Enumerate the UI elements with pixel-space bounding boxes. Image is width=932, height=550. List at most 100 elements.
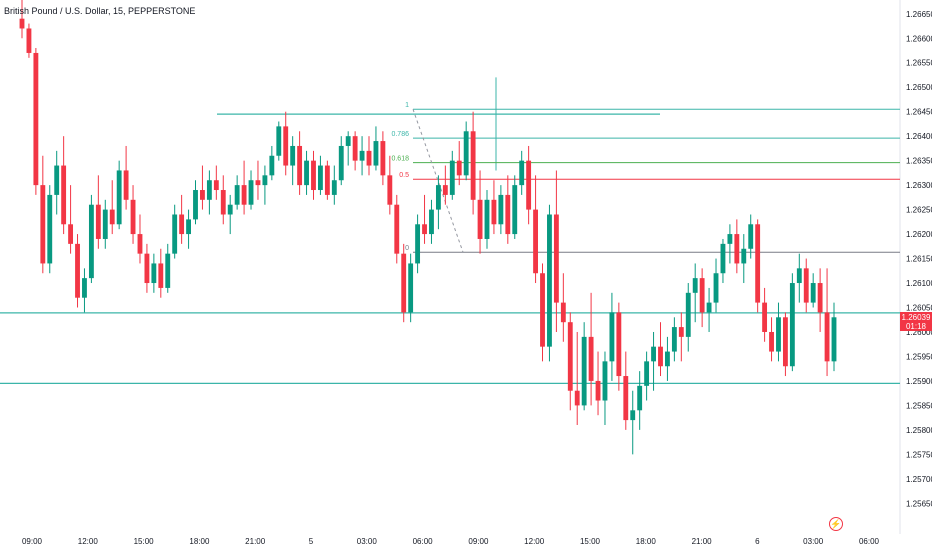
candle-body (40, 185, 46, 264)
price-axis[interactable]: 1.26650 1.26600 1.26550 1.26500 1.26450 1.264… (906, 10, 932, 509)
candle-body (26, 28, 32, 53)
candle-body (519, 160, 525, 186)
time-tick-label: 5 (309, 537, 314, 546)
time-tick-label: 21:00 (692, 537, 713, 546)
time-tick-label: 06:00 (859, 537, 880, 546)
candle-body (616, 312, 622, 377)
candle-body (130, 199, 136, 235)
candle-body (623, 376, 629, 421)
candle-body (75, 243, 80, 298)
candle-body (304, 160, 309, 186)
fib-level-label: 0.786 (391, 131, 409, 138)
price-tick-label: 1.26250 (906, 206, 932, 215)
candle-body (151, 263, 157, 284)
candle-body (47, 194, 53, 264)
fib-level-label: 0.5 (399, 172, 409, 179)
candle-body (602, 361, 608, 401)
candle-body (665, 351, 670, 367)
candle-body (547, 214, 552, 347)
candle-body (317, 165, 323, 191)
candle-body (88, 204, 94, 279)
candle-body (61, 165, 67, 225)
price-tick-label: 1.26150 (906, 255, 932, 264)
candle-body (491, 199, 497, 225)
candle-body (144, 253, 150, 284)
candle-body (82, 278, 87, 298)
candle-body (817, 283, 823, 313)
candle-body (692, 278, 698, 293)
candle-body (540, 273, 545, 347)
candle-body (33, 52, 39, 186)
candle-body (311, 160, 316, 191)
candle-body (123, 170, 129, 200)
candle-body (234, 185, 240, 205)
candle-body (803, 268, 809, 303)
price-tick-label: 1.26300 (906, 181, 932, 190)
fib-trend-line[interactable] (412, 109, 464, 253)
time-tick-label: 21:00 (245, 537, 266, 546)
time-tick-label: 03:00 (803, 537, 824, 546)
candle-body (658, 346, 663, 367)
candle-body (345, 136, 351, 146)
candle-body (512, 185, 518, 235)
candle-body (338, 145, 344, 181)
price-tick-label: 1.25900 (906, 377, 932, 386)
candle-body (283, 126, 289, 166)
price-tick-label: 1.26650 (906, 10, 932, 19)
candle-body (748, 224, 754, 249)
candle-body (54, 165, 60, 195)
candle-body (269, 155, 275, 176)
candle-body (498, 194, 504, 225)
candle-body (401, 253, 407, 313)
fibonacci-retracement[interactable]: 1 0.786 0.618 0.5 0 (391, 102, 900, 253)
time-tick-label: 18:00 (636, 537, 657, 546)
lightning-icon[interactable]: ⚡ (829, 517, 843, 531)
fib-level-label: 0 (405, 245, 409, 252)
candle-body (574, 390, 580, 406)
price-tick-label: 1.26400 (906, 132, 932, 141)
candle-body (172, 214, 178, 254)
candle-body (68, 224, 74, 244)
candle-body (165, 253, 171, 288)
candle-body (109, 209, 115, 225)
candle-body (158, 263, 164, 288)
candle-body (637, 385, 643, 411)
time-tick-label: 6 (755, 537, 760, 546)
candle-body (734, 234, 740, 264)
candle-body (581, 336, 587, 406)
candle-body (331, 180, 337, 195)
candle-body (762, 302, 768, 332)
candle-body (526, 160, 532, 210)
time-tick-label: 15:00 (580, 537, 601, 546)
price-tick-label: 1.25950 (906, 352, 932, 361)
candle-body (630, 410, 636, 421)
candle-body (116, 170, 122, 225)
candle-body (200, 190, 205, 200)
price-tick-label: 1.25750 (906, 450, 932, 459)
candle-body (290, 145, 296, 166)
price-tick-label: 1.25850 (906, 401, 932, 410)
candle-body (755, 224, 761, 303)
candle-body (782, 317, 788, 367)
price-tick-label: 1.26200 (906, 230, 932, 239)
candle-body (380, 141, 386, 176)
candle-body (394, 204, 400, 254)
candle-body (609, 312, 615, 362)
candle-body (671, 327, 677, 352)
candle-body (463, 131, 469, 176)
time-axis[interactable]: 09:00 12:00 15:00 18:00 21:00 5 03:00 06:00 09:0… (22, 537, 880, 546)
horizontal-levels[interactable] (0, 77, 900, 385)
candle-body (387, 175, 393, 205)
price-tick-label: 1.26350 (906, 157, 932, 166)
candle-body (685, 292, 691, 337)
candle-body (470, 131, 476, 200)
candle-body (484, 199, 490, 239)
candle-body (262, 175, 268, 186)
candle-body (179, 214, 185, 235)
candle-body (19, 18, 25, 29)
candle-body (408, 263, 414, 313)
candle-body (435, 185, 441, 210)
price-tick-label: 1.26050 (906, 304, 932, 313)
